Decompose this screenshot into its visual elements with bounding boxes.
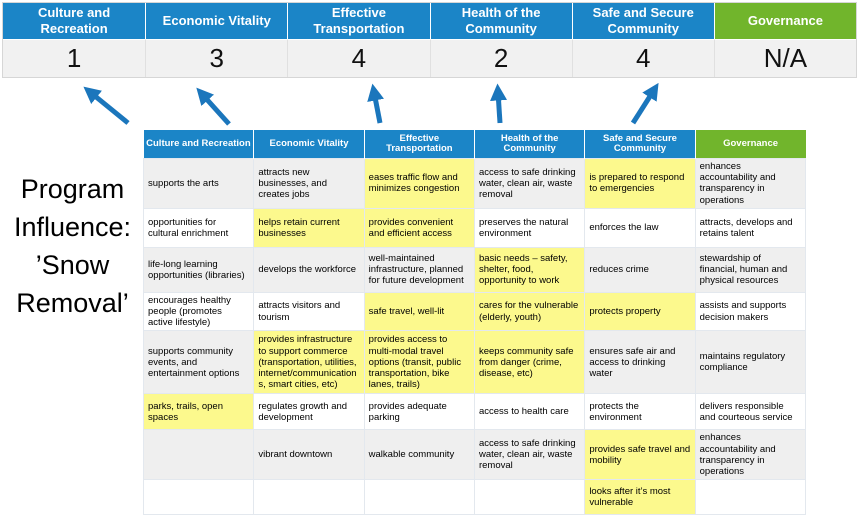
matrix-row-3: encourages healthy people (promotes acti…: [142, 291, 807, 332]
program-influence-title: Program Influence: ’Snow Removal’: [0, 170, 145, 322]
matrix-header-2: Effective Transportation: [363, 130, 475, 159]
matrix-cell-4-4: ensures safe air and access to drinking …: [584, 330, 696, 395]
matrix-cell-6-0: [142, 429, 255, 481]
summary-score-3: 2: [429, 39, 572, 77]
summary-score-row: 1 3 4 2 4 N/A: [3, 39, 856, 77]
matrix-cell-2-5: stewardship of financial, human and phys…: [694, 246, 807, 293]
matrix-cell-4-5: maintains regulatory compliance: [694, 330, 807, 395]
matrix-cell-1-3: preserves the natural environment: [473, 207, 586, 248]
summary-header-row: Culture and Recreation Economic Vitality E…: [3, 3, 856, 39]
matrix-cell-1-0: opportunities for cultural enrichment: [142, 207, 255, 248]
influence-matrix-table: Culture and Recreation Economic Vitality E…: [142, 130, 807, 515]
matrix-row-4: supports community events, and entertain…: [142, 330, 807, 395]
matrix-cell-4-1: provides infrastructure to support comme…: [253, 330, 365, 395]
summary-category-1: Economic Vitality: [145, 3, 288, 39]
matrix-cell-3-1: attracts visitors and tourism: [253, 291, 365, 332]
matrix-cell-2-2: well-maintained infrastructure, planned …: [363, 246, 475, 293]
matrix-cell-4-0: supports community events, and entertain…: [142, 330, 255, 395]
matrix-cell-5-1: regulates growth and development: [253, 393, 365, 431]
matrix-cell-2-4: reduces crime: [584, 246, 696, 293]
matrix-cell-4-3: keeps community safe from danger (crime,…: [473, 330, 586, 395]
influence-arrows: [83, 82, 659, 126]
matrix-row-2: life-long learning opportunities (librar…: [142, 246, 807, 293]
matrix-cell-1-4: enforces the law: [584, 207, 696, 248]
matrix-header-3: Health of the Community: [473, 130, 585, 159]
matrix-cell-6-3: access to safe drinking water, clean air…: [473, 429, 586, 481]
summary-score-4: 4: [571, 39, 714, 77]
summary-score-5: N/A: [713, 39, 856, 77]
matrix-cell-5-3: access to health care: [473, 393, 586, 431]
matrix-cell-6-5: enhances accountability and transparency…: [694, 429, 807, 481]
summary-score-2: 4: [287, 39, 430, 77]
matrix-row-6: vibrant downtown walkable community access…: [142, 429, 807, 481]
matrix-header-5: Governance: [694, 130, 806, 159]
matrix-header-row: Culture and Recreation Economic Vitality E…: [143, 130, 806, 159]
matrix-cell-5-4: protects the environment: [584, 393, 696, 431]
matrix-row-7: looks after it’s most vulnerable: [142, 479, 807, 515]
matrix-header-0: Culture and Recreation: [143, 130, 254, 159]
program-title-line: Influence:: [13, 212, 132, 242]
matrix-cell-7-2: [363, 479, 475, 515]
influence-arrow-transportation: [367, 83, 384, 124]
matrix-cell-5-5: delivers responsible and courteous servi…: [694, 393, 807, 431]
matrix-header-1: Economic Vitality: [253, 130, 365, 159]
summary-score-1: 3: [145, 39, 288, 77]
matrix-cell-7-0: [142, 479, 255, 515]
matrix-cell-3-5: assists and supports decision makers: [694, 291, 807, 332]
summary-category-0: Culture and Recreation: [3, 3, 146, 39]
matrix-cell-0-3: access to safe drinking water, clean air…: [473, 158, 586, 209]
program-title-line: ’Snow: [35, 250, 110, 280]
matrix-cell-2-3: basic needs – safety, shelter, food, opp…: [473, 246, 586, 293]
influence-arrow-economic: [196, 87, 231, 126]
matrix-cell-5-0: parks, trails, open spaces: [142, 393, 255, 431]
matrix-cell-6-2: walkable community: [363, 429, 475, 481]
matrix-row-5: parks, trails, open spaces regulates grow…: [142, 393, 807, 431]
matrix-cell-7-4: looks after it’s most vulnerable: [584, 479, 696, 515]
matrix-cell-0-1: attracts new businesses, and creates job…: [253, 158, 365, 209]
matrix-header-4: Safe and Secure Community: [584, 130, 696, 159]
summary-score-0: 1: [3, 39, 146, 77]
matrix-cell-3-3: cares for the vulnerable (elderly, youth…: [473, 291, 586, 332]
matrix-cell-0-0: supports the arts: [142, 158, 255, 209]
summary-category-5: Governance: [713, 3, 856, 39]
matrix-cell-6-1: vibrant downtown: [253, 429, 365, 481]
influence-arrow-safe: [630, 82, 659, 125]
matrix-cell-0-2: eases traffic flow and minimizes congest…: [363, 158, 475, 209]
matrix-cell-1-5: attracts, develops and retains talent: [694, 207, 807, 248]
matrix-cell-4-2: provides access to multi-modal travel op…: [363, 330, 475, 395]
summary-category-4: Safe and Secure Community: [571, 3, 714, 39]
matrix-cell-2-1: develops the workforce: [253, 246, 365, 293]
matrix-cell-7-1: [253, 479, 365, 515]
matrix-cell-5-2: provides adequate parking: [363, 393, 475, 431]
matrix-cell-6-4: provides safe travel and mobility: [584, 429, 696, 481]
program-title-line: Removal’: [16, 288, 129, 318]
matrix-cell-2-0: life-long learning opportunities (librar…: [142, 246, 255, 293]
matrix-cell-3-2: safe travel, well-lit: [363, 291, 475, 332]
matrix-cell-7-3: [473, 479, 586, 515]
summary-category-3: Health of the Community: [429, 3, 572, 39]
matrix-row-1: opportunities for cultural enrichment hel…: [142, 207, 807, 248]
matrix-cell-1-2: provides convenient and efficient access: [363, 207, 475, 248]
matrix-cell-0-5: enhances accountability and transparency…: [694, 158, 807, 209]
matrix-cell-7-5: [694, 479, 807, 515]
matrix-row-0: supports the arts attracts new businesses…: [142, 158, 807, 209]
summary-band: Culture and Recreation Economic Vitality E…: [2, 2, 857, 78]
matrix-cell-3-0: encourages healthy people (promotes acti…: [142, 291, 255, 332]
matrix-cell-1-1: helps retain current businesses: [253, 207, 365, 248]
summary-category-2: Effective Transportation: [287, 3, 430, 39]
program-title-line: Program: [20, 174, 125, 204]
influence-arrow-culture: [83, 86, 130, 125]
matrix-cell-0-4: is prepared to respond to emergencies: [584, 158, 696, 209]
matrix-cell-3-4: protects property: [584, 291, 696, 332]
influence-arrow-health: [490, 83, 508, 124]
